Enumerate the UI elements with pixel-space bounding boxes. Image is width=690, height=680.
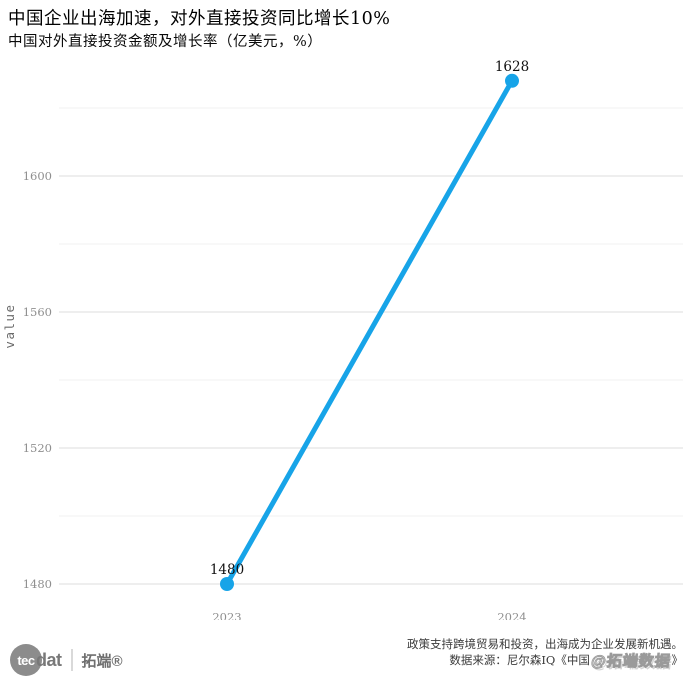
chart-subtitle: 中国对外直接投资金额及增长率（亿美元，%）: [8, 34, 323, 50]
x-tick-label: 2023: [212, 610, 241, 620]
y-tick-label: 1520: [23, 441, 52, 455]
trend-line: [224, 78, 515, 587]
data-point: [505, 73, 519, 88]
tecdat-brand-cn: 拓端®: [81, 652, 123, 670]
data-point-label: 1628: [495, 60, 529, 75]
y-tick-label: 1480: [23, 577, 52, 591]
source-notes: 政策支持跨境贸易和投资，出海成为企业发展新机遇。 数据来源：尼尔森IQ《中国@拓…: [407, 636, 683, 670]
logo-divider: [70, 649, 73, 671]
data-source-suffix: 》: [671, 653, 684, 667]
data-point-label: 1480: [210, 562, 244, 578]
tecdat-logo-wordmark: dat: [36, 649, 62, 670]
x-tick-label: 2024: [497, 610, 526, 620]
y-axis-title: value: [2, 303, 17, 348]
tecdat-logo-circle: tec: [10, 644, 42, 676]
data-source-prefix: 数据来源：尼尔森IQ《中国: [449, 653, 590, 667]
data-source-note: 数据来源：尼尔森IQ《中国@拓端数据》: [407, 652, 684, 671]
y-tick-label: 1600: [23, 169, 52, 183]
tecdat-logo: tec dat 拓端®: [10, 644, 123, 676]
watermark-text: @拓端数据: [590, 653, 672, 671]
policy-note: 政策支持跨境贸易和投资，出海成为企业发展新机遇。: [407, 637, 683, 651]
y-tick-label: 1560: [23, 305, 52, 319]
chart-title: 中国企业出海加速，对外直接投资同比增长10%: [8, 9, 391, 29]
line-chart: 1480 1520 1560 1600 value 2023 2024 1480 1628: [2, 60, 683, 620]
data-point: [220, 577, 234, 591]
